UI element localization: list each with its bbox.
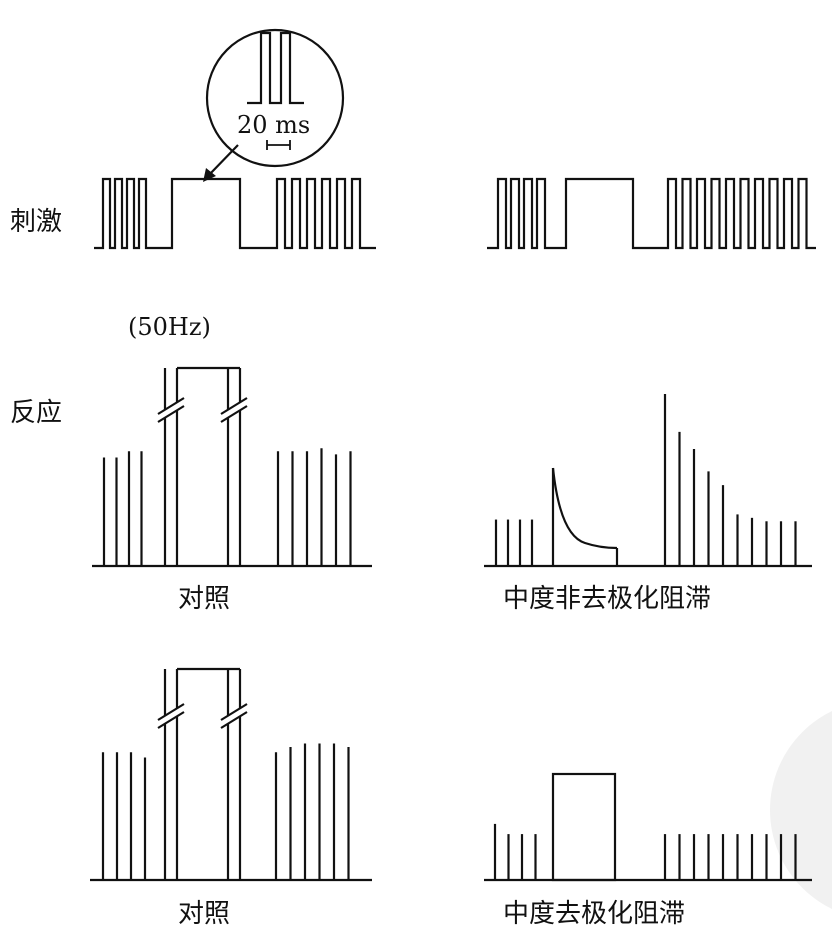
stimulus-label: 刺激 [10, 207, 62, 237]
tetanus-sustained-block [156, 667, 249, 880]
magnifier-inset: 20 ms [203, 28, 345, 182]
axis-break-mark [157, 405, 185, 423]
axis-break-mark [220, 397, 248, 415]
axis-break-mark [157, 397, 185, 415]
axis-break-mark [157, 711, 185, 729]
panel-nondepolarizing-block: 中度非去极化阻滞 [484, 394, 812, 614]
tetanus-sustained-block [156, 366, 249, 566]
panel-caption-depolarizing: 中度去极化阻滞 [503, 899, 685, 929]
response-label: 反应 [10, 398, 62, 428]
inset-double-pulse [247, 31, 304, 105]
panel-caption-control-2: 对照 [178, 899, 230, 929]
axis-break-mark [220, 405, 248, 423]
magnifier-circle [205, 28, 345, 168]
panel-depolarizing-block: 中度去极化阻滞 [484, 772, 812, 929]
panel-caption-control-1: 对照 [178, 584, 230, 614]
inset-scale-label: 20 ms [237, 111, 310, 139]
stimulus-trace-left [94, 177, 376, 250]
panel-caption-nondepolarizing: 中度非去极化阻滞 [503, 584, 711, 614]
tetanus-fade-curve [551, 467, 619, 566]
axis-break-mark [220, 711, 248, 729]
panel-control-1: 对照 [92, 366, 372, 614]
axis-break-mark [220, 703, 248, 721]
scale-bar [266, 140, 291, 150]
pointer-arrow-line [207, 144, 239, 177]
watermark-shape [770, 711, 832, 909]
axis-break-mark [157, 703, 185, 721]
tetanus-sustained-response [551, 772, 617, 882]
panel-control-2: 对照 [90, 667, 372, 929]
frequency-label: (50Hz) [128, 313, 211, 341]
stimulus-trace-right [487, 177, 816, 250]
